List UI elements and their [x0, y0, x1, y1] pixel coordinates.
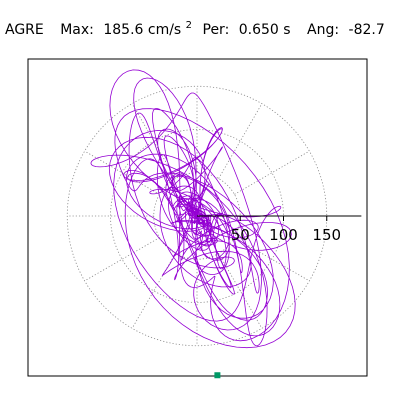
radial-axis: 50 100 150 — [197, 215, 362, 244]
ang-value: -82.7 — [349, 22, 385, 38]
plot-frame — [27, 58, 368, 377]
orbit-trace — [90, 69, 296, 349]
per-value: 0.650 s — [239, 22, 291, 38]
max-value: 185.6 cm/s — [103, 22, 181, 38]
particle-orbit — [90, 69, 296, 379]
grid-spoke-30 — [234, 150, 310, 195]
max-unit-superscript: 2 — [186, 20, 192, 31]
max-amplitude-marker — [214, 372, 221, 379]
per-label: Per: — [203, 22, 230, 38]
max-label: Max: — [60, 22, 94, 38]
station-name: AGRE — [5, 22, 44, 38]
radial-tick-label-100: 100 — [269, 226, 298, 244]
grid-spoke-240 — [131, 253, 176, 329]
ang-label: Ang: — [307, 22, 339, 38]
radial-tick-label-150: 150 — [312, 226, 341, 244]
radial-tick-label-50: 50 — [231, 226, 250, 244]
chart-title: AGRE Max: 185.6 cm/s 2 Per: 0.650 s Ang:… — [5, 16, 385, 38]
